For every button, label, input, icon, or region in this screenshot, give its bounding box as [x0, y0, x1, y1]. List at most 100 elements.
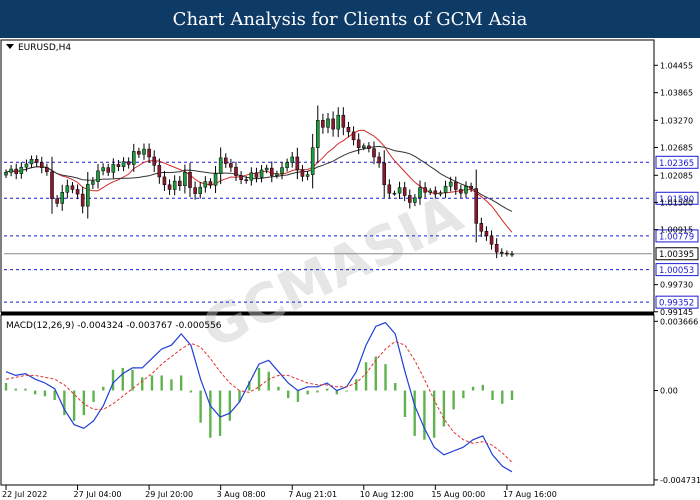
time-tick-label: 27 Jul 04:00 [74, 490, 122, 499]
price-tick-label: 1.00915 [660, 226, 693, 235]
time-tick-label: 17 Aug 16:00 [503, 490, 557, 499]
ma-slow-line [5, 145, 513, 212]
candle-body [14, 168, 19, 174]
macd-histogram-bar [43, 390, 47, 397]
candle-body [510, 253, 514, 256]
candle-body [24, 163, 29, 168]
candle-body [39, 162, 44, 168]
price-tick-label: 1.01500 [660, 198, 693, 207]
macd-histogram-bar [150, 375, 154, 391]
candle-body [234, 166, 238, 176]
macd-histogram-bar [364, 362, 368, 391]
candle-body [443, 185, 448, 193]
macd-histogram-bar [413, 390, 416, 436]
macd-panel-frame [0, 314, 655, 486]
macd-histogram-bar [394, 383, 397, 391]
candles [4, 105, 514, 259]
candle-body [315, 120, 320, 148]
candle-body [300, 169, 305, 177]
candle-body [244, 179, 249, 181]
level-label: 0.99352 [659, 299, 694, 309]
macd-histogram-bar [72, 390, 76, 421]
candle-body [85, 184, 90, 207]
macd-histogram-bar [82, 390, 86, 416]
level-lines: 1.02365 1.01590 1.00779 1.00053 0.99352 1.003… [4, 155, 699, 309]
price-tick-label: 0.99145 [660, 308, 693, 317]
candle-body [264, 167, 269, 171]
candle-body [275, 173, 279, 176]
macd-tick-label: 0.003666 [660, 317, 698, 326]
price-tick-label: 1.02685 [660, 143, 693, 152]
macd-histogram-bar [355, 379, 358, 391]
price-tick-label: 1.04455 [660, 61, 693, 70]
candle-body [367, 145, 371, 149]
time-tick-label: 22 Jul 2022 [2, 490, 47, 499]
candle-body [464, 185, 468, 194]
macd-histogram-bar [384, 364, 387, 391]
candle-body [60, 191, 65, 204]
candle-body [106, 167, 111, 173]
macd-histogram-bar [423, 390, 426, 440]
candle-body [162, 176, 167, 186]
candle-body [183, 172, 187, 186]
macd-histogram-bar [335, 390, 339, 395]
level-label: 1.00779 [659, 232, 694, 242]
candle-body [34, 159, 39, 163]
candle-body [341, 114, 346, 128]
candle-body [310, 147, 315, 175]
candle-body [290, 156, 295, 163]
macd-histogram-bar [374, 356, 377, 391]
candle-body [459, 189, 463, 194]
candle-body [494, 243, 499, 253]
candle-body [499, 251, 504, 254]
macd-histogram-bar [160, 375, 163, 391]
candle-body [356, 139, 361, 148]
page-title: Chart Analysis for Clients of GCM Asia [172, 8, 528, 30]
candle-body [19, 166, 24, 174]
macd-histogram-bar [102, 386, 105, 391]
candle-body [469, 185, 473, 189]
macd-histogram-bar [471, 386, 475, 391]
candle-body [382, 162, 387, 186]
candle-body [177, 180, 182, 186]
macd-histogram-bar [501, 390, 504, 404]
candle-body [70, 185, 75, 190]
panel-separator [1, 312, 654, 315]
candle-body [193, 187, 197, 194]
macd-histogram-bar [442, 390, 446, 427]
symbol-dropdown-icon[interactable] [6, 44, 14, 49]
candle-body [75, 189, 80, 195]
candle-body [213, 173, 218, 186]
price-axis: 1.04455 1.03865 1.03270 1.02685 1.02085 1.015… [654, 61, 693, 317]
candle-body [142, 148, 146, 155]
moving-averages [5, 129, 513, 233]
price-tick-label: 1.03865 [660, 89, 693, 98]
candle-body [229, 163, 233, 168]
time-tick-label: 3 Aug 08:00 [217, 490, 266, 499]
macd-histogram-bar [33, 390, 37, 395]
candle-body [489, 235, 494, 245]
macd-histogram-bar [179, 375, 183, 391]
macd-histogram-bar [296, 390, 300, 402]
candle-body [377, 156, 381, 164]
macd-tick-label: -0.004731 [660, 476, 700, 485]
candle-body [326, 118, 330, 128]
price-tick-label: 1.02085 [660, 171, 693, 180]
macd-histogram-bar [248, 381, 251, 391]
macd-tick-label: 0.00 [660, 387, 678, 396]
candle-body [208, 181, 213, 186]
macd-histogram-bar [209, 390, 212, 438]
candle-body [218, 157, 223, 174]
candle-body [351, 131, 356, 141]
macd-histogram-bar [462, 390, 465, 399]
candle-body [423, 187, 427, 193]
macd-plot [4, 321, 514, 473]
candle-body [116, 164, 121, 167]
macd-histogram-bar [491, 390, 494, 400]
candle-body [479, 223, 484, 232]
candle-body [126, 161, 131, 165]
candle-body [295, 156, 300, 171]
price-tick-label: 0.99730 [660, 281, 693, 290]
candle-body [361, 145, 366, 148]
candle-body [438, 192, 443, 195]
